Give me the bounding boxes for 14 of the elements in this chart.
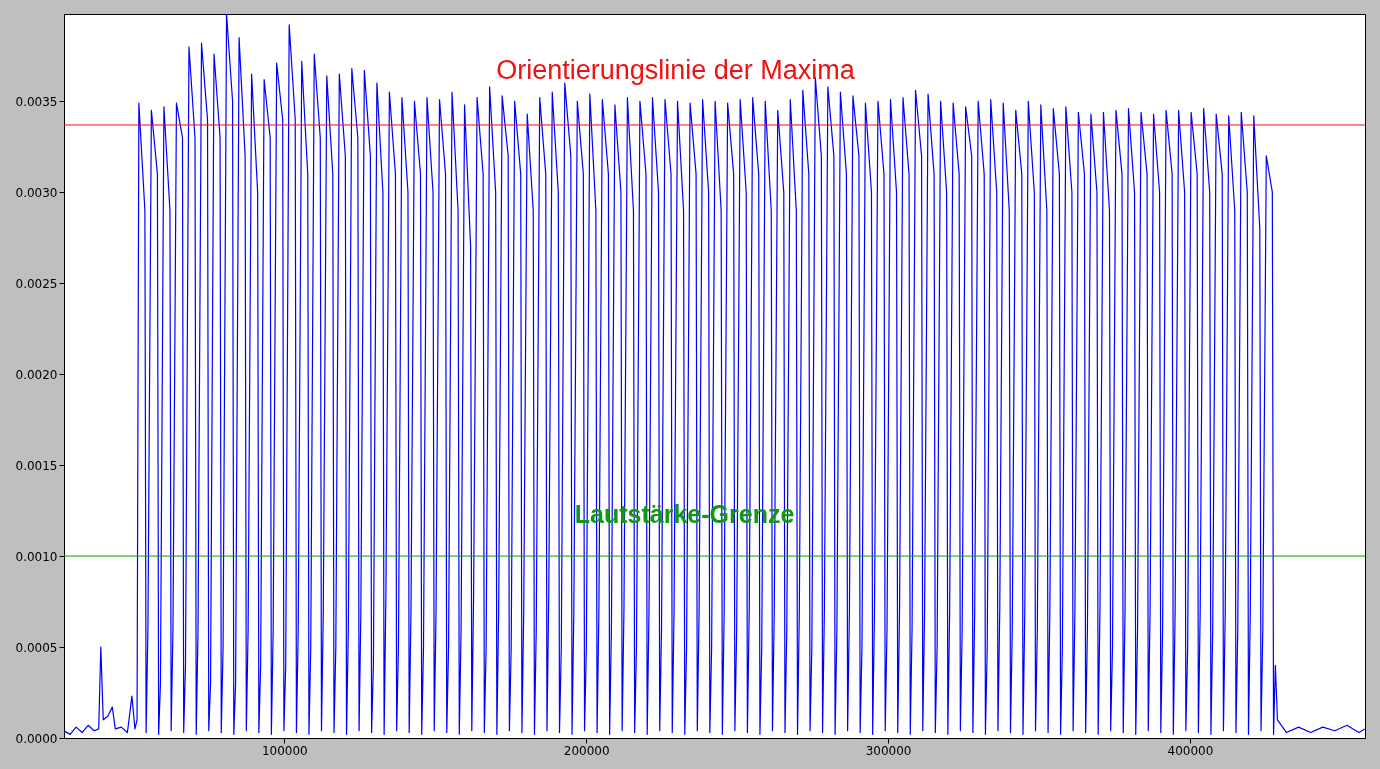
- y-tick-label: 0.0035: [15, 94, 58, 109]
- x-tick-label: 200000: [563, 743, 610, 758]
- line-series: [64, 14, 1365, 735]
- y-tick-label: 0.0000: [15, 731, 58, 746]
- y-tick-label: 0.0030: [15, 185, 58, 200]
- y-tick-label: 0.0005: [15, 640, 58, 655]
- y-tick-label: 0.0025: [15, 276, 58, 291]
- x-tick-label: 300000: [865, 743, 912, 758]
- x-tick-label: 400000: [1167, 743, 1214, 758]
- y-tick-label: 0.0015: [15, 458, 58, 473]
- ref-line-label: Orientierungslinie der Maxima: [496, 54, 856, 85]
- y-tick-label: 0.0020: [15, 367, 58, 382]
- y-tick-label: 0.0010: [15, 549, 58, 564]
- x-tick-label: 100000: [261, 743, 308, 758]
